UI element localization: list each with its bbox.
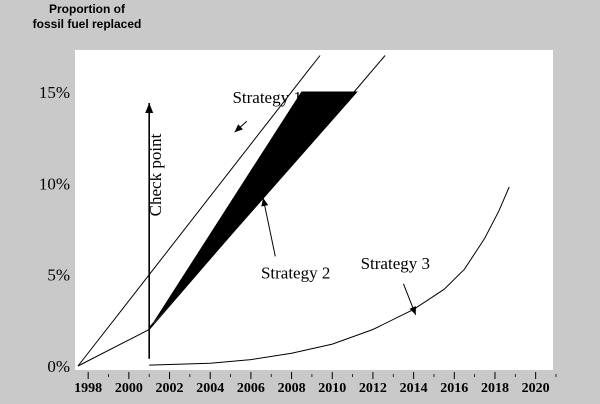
x-tick-label-2000: 2000 bbox=[115, 381, 143, 396]
y-tick-label-10: 10% bbox=[39, 174, 70, 193]
y-tick-label-15: 15% bbox=[39, 83, 70, 102]
x-tick-label-2002: 2002 bbox=[156, 381, 184, 396]
series-strategy-band bbox=[148, 91, 358, 332]
x-tick-label-1998: 1998 bbox=[74, 381, 102, 396]
x-tick-label-2014: 2014 bbox=[400, 381, 428, 396]
annotation-arrowhead-strategy-1 bbox=[234, 124, 243, 133]
x-tick-label-2004: 2004 bbox=[196, 381, 224, 396]
y-tick-label-0: 0% bbox=[47, 357, 70, 376]
x-tick-label-2010: 2010 bbox=[318, 381, 346, 396]
annotation-label-strategy-2: Strategy 2 bbox=[261, 263, 330, 282]
x-tick-label-2008: 2008 bbox=[278, 381, 306, 396]
x-tick-label-2006: 2006 bbox=[237, 381, 265, 396]
x-tick-label-2018: 2018 bbox=[481, 381, 509, 396]
annotation-arrow-strategy-2 bbox=[262, 197, 276, 257]
annotation-label-strategy-1: Strategy 1 bbox=[232, 88, 301, 107]
annotation-label-strategy-3: Strategy 3 bbox=[361, 254, 430, 273]
annotation-arrowhead-strategy-3 bbox=[409, 306, 416, 315]
y-axis-label: Proportion of fossil fuel replaced bbox=[2, 2, 172, 32]
checkpoint-arrowhead bbox=[145, 103, 154, 113]
x-tick-label-2012: 2012 bbox=[359, 381, 387, 396]
y-axis-label-line-1: Proportion of bbox=[49, 2, 125, 16]
x-tick-label-2020: 2020 bbox=[522, 381, 550, 396]
x-tick-label-2016: 2016 bbox=[440, 381, 468, 396]
annotation-arrowhead-strategy-2 bbox=[261, 197, 269, 207]
series-upper-line bbox=[77, 55, 321, 367]
checkpoint-label: Check point bbox=[146, 133, 165, 216]
y-tick-label-5: 5% bbox=[47, 266, 70, 285]
y-axis-label-line-2: fossil fuel replaced bbox=[32, 17, 142, 31]
series-strategy-3-curve bbox=[149, 186, 510, 366]
